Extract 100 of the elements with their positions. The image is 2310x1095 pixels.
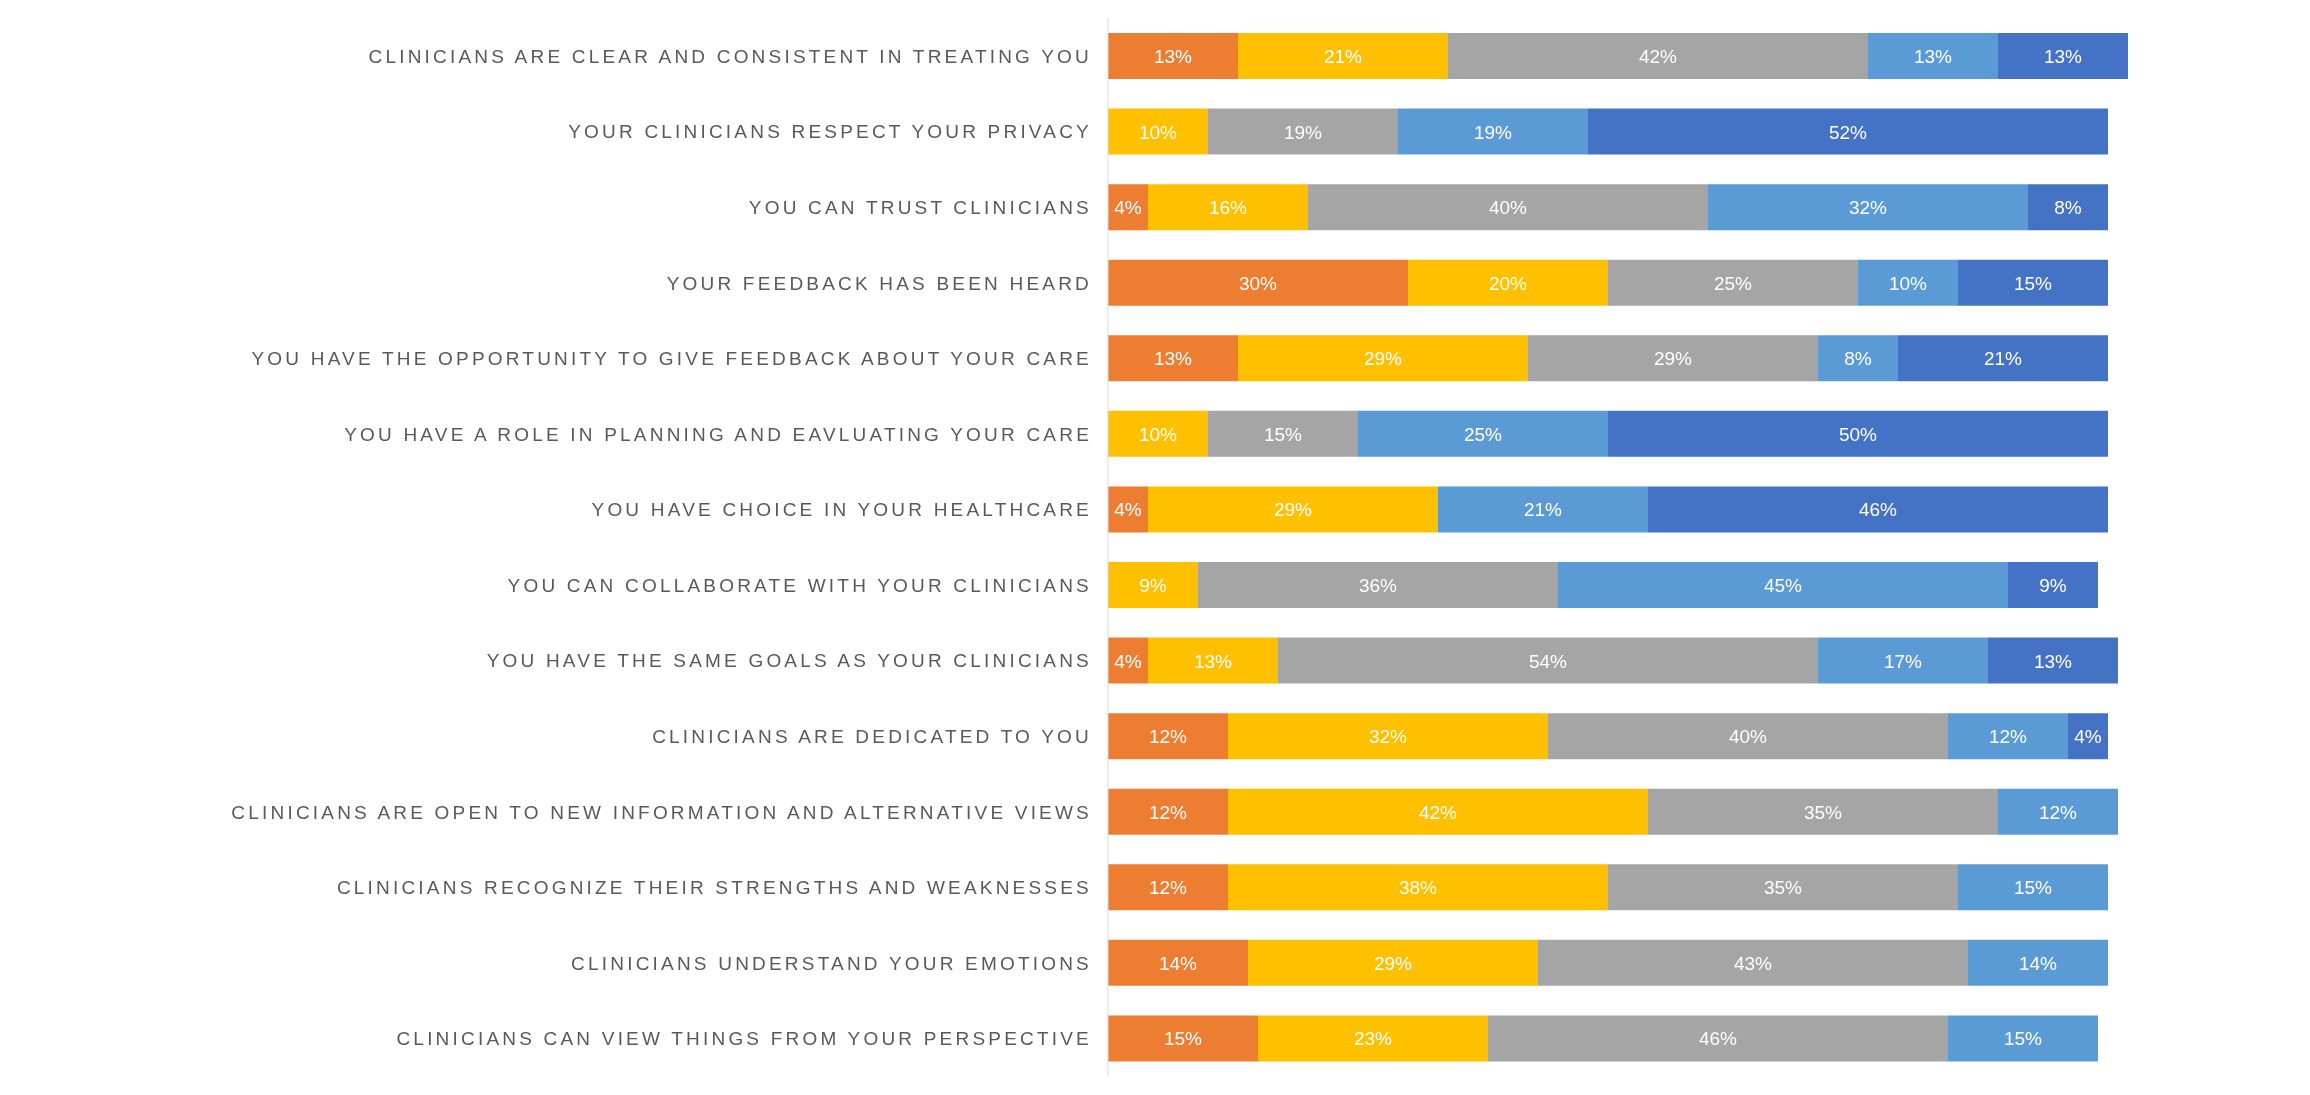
bar — [1488, 1015, 1948, 1062]
y-tick-label: YOUR CLINICIANS RESPECT YOUR PRIVACY — [568, 121, 1092, 143]
data-label: 13% — [2043, 46, 2083, 67]
data-label: 17% — [1883, 650, 1923, 672]
bar — [1308, 184, 1708, 231]
data-label: 13% — [1193, 650, 1233, 672]
y-tick-label: CLINICIANS ARE OPEN TO NEW INFORMATION AND ALTERNATIVE VIEWS — [231, 801, 1092, 823]
data-label: 29% — [1373, 952, 1413, 974]
bar — [1108, 108, 1208, 155]
bar — [1108, 410, 1208, 457]
data-label: 19% — [1473, 121, 1513, 143]
bar — [1898, 335, 2108, 382]
data-label: 13% — [1153, 46, 1193, 67]
bar — [1248, 939, 1538, 986]
bar — [1108, 939, 1248, 986]
data-label: 45% — [1763, 575, 1803, 596]
data-label: 16% — [1208, 197, 1248, 219]
bar — [1608, 259, 1858, 306]
y-tick-label: YOU CAN TRUST CLINICIANS — [748, 196, 1092, 218]
data-label: 13% — [2033, 650, 2073, 672]
bar — [1948, 1015, 2098, 1062]
y-tick-label: CLINICIANS ARE DEDICATED TO YOU — [652, 725, 1092, 747]
bar — [1108, 864, 1228, 911]
bar — [1108, 1015, 1258, 1062]
data-label: 30% — [1238, 272, 1278, 294]
bar — [1948, 713, 2068, 760]
y-tick-label: YOU HAVE A ROLE IN PLANNING AND EAVLUATING YOUR CARE — [344, 423, 1092, 445]
bar — [1208, 410, 1358, 457]
bar — [1648, 486, 2108, 533]
data-label: 12% — [1148, 877, 1188, 899]
bar — [1958, 864, 2108, 911]
bar — [1148, 184, 1308, 231]
data-label: 14% — [1158, 952, 1198, 974]
bar — [1608, 864, 1958, 911]
data-label: 10% — [1138, 121, 1178, 143]
data-label: 15% — [2013, 877, 2053, 899]
bar — [1228, 788, 1648, 835]
bar — [1228, 864, 1608, 911]
data-label: 9% — [2039, 575, 2067, 596]
data-label: 35% — [1763, 877, 1803, 899]
bar — [1148, 637, 1278, 684]
data-label: 21% — [1523, 499, 1563, 521]
data-label: 38% — [1398, 877, 1438, 899]
bar — [1818, 637, 1988, 684]
y-tick-label: YOU HAVE CHOICE IN YOUR HEALTHCARE — [591, 499, 1092, 521]
data-label: 4% — [2074, 726, 2102, 748]
data-label: 40% — [1488, 197, 1528, 219]
data-label: 15% — [1163, 1028, 1203, 1050]
bar — [1108, 335, 1238, 382]
bar — [1528, 335, 1818, 382]
data-label: 36% — [1358, 575, 1398, 596]
data-label: 23% — [1353, 1028, 1393, 1050]
bar — [1538, 939, 1968, 986]
y-tick-label: CLINICIANS RECOGNIZE THEIR STRENGTHS AND WEAKNESSES — [336, 877, 1092, 899]
data-label: 21% — [1323, 46, 1363, 67]
bar — [1448, 33, 1868, 79]
bar — [1818, 335, 1898, 382]
bar — [1858, 259, 1958, 306]
data-label: 10% — [1888, 272, 1928, 294]
bar — [1608, 410, 2108, 457]
bar — [1958, 259, 2108, 306]
data-label: 4% — [1114, 499, 1142, 521]
data-label: 4% — [1114, 197, 1142, 219]
bar — [1198, 562, 1558, 608]
bar — [1108, 33, 1238, 79]
bar — [1708, 184, 2028, 231]
bar — [1208, 108, 1398, 155]
y-tick-label: YOU HAVE THE SAME GOALS AS YOUR CLINICIANS — [486, 650, 1092, 672]
data-label: 12% — [1988, 726, 2028, 748]
y-tick-label: YOUR FEEDBACK HAS BEEN HEARD — [666, 272, 1092, 294]
bar — [1108, 562, 1198, 608]
data-label: 50% — [1838, 423, 1878, 445]
data-label: 15% — [1263, 423, 1303, 445]
data-label: 40% — [1728, 726, 1768, 748]
data-label: 8% — [2054, 197, 2082, 219]
y-tick-label: CLINICIANS UNDERSTAND YOUR EMOTIONS — [571, 952, 1092, 974]
bar — [1408, 259, 1608, 306]
data-label: 42% — [1638, 46, 1678, 67]
bar — [1228, 713, 1548, 760]
bar — [1258, 1015, 1488, 1062]
data-label: 46% — [1698, 1028, 1738, 1050]
data-label: 43% — [1733, 952, 1773, 974]
data-label: 20% — [1488, 272, 1528, 294]
data-label: 46% — [1858, 499, 1898, 521]
bar — [1648, 788, 1998, 835]
bar — [2028, 184, 2108, 231]
bar — [2008, 562, 2098, 608]
data-label: 13% — [1913, 46, 1953, 67]
data-label: 25% — [1463, 423, 1503, 445]
bar — [1358, 410, 1608, 457]
data-label: 21% — [1983, 348, 2023, 370]
data-label: 8% — [1844, 348, 1872, 370]
bar — [1558, 562, 2008, 608]
data-label: 32% — [1368, 726, 1408, 748]
bar — [1238, 335, 1528, 382]
bar — [1868, 33, 1998, 79]
y-tick-label: CLINICIANS CAN VIEW THINGS FROM YOUR PERSPECTIVE — [396, 1028, 1092, 1050]
bar — [1548, 713, 1948, 760]
data-label: 12% — [2038, 801, 2078, 823]
data-label: 54% — [1528, 650, 1568, 672]
